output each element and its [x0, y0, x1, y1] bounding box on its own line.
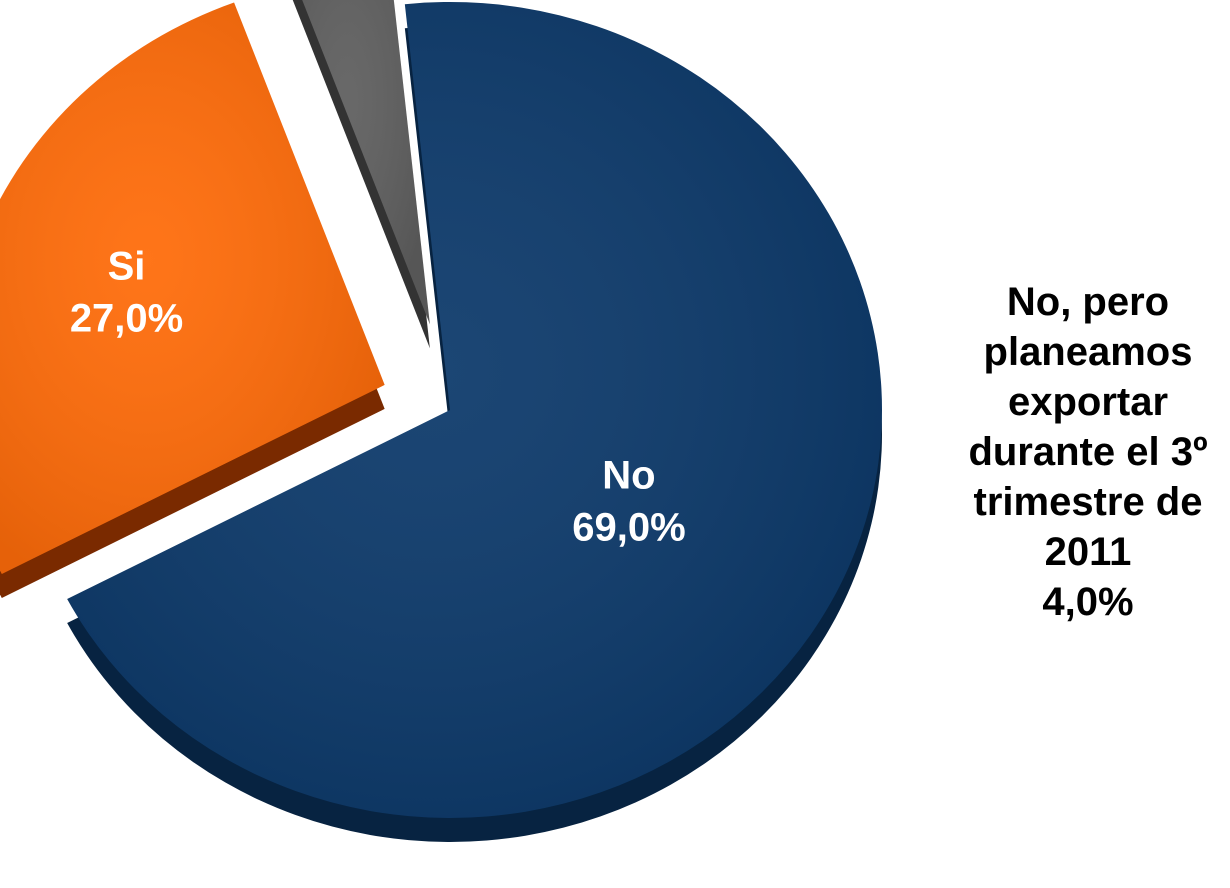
pie-slice-no-pero-planeamos-export-shading — [302, 0, 430, 325]
pie-slice-si-label: Si 27,0% — [70, 244, 183, 340]
pie-labels: No 69,0% Si 27,0% No, pero planeamos exportar d… — [70, 244, 1208, 624]
pie-slice-no-label-line: No — [602, 454, 655, 498]
pie-slice-no-shading — [67, 1, 882, 819]
pie-slices — [0, 0, 882, 819]
pie-slice-no-pero-planeamos-export-label-line: planeamos — [984, 330, 1193, 374]
pie-slice-no-pero-planeamos-export-label-line: No, pero — [1007, 280, 1169, 324]
pie-slice-no-pero-planeamos-export-label-line: exportar — [1008, 380, 1168, 424]
pie-slice-no-label: No 69,0% — [572, 454, 685, 550]
pie-slice-no-pero-planeamos-export-label-line: durante el 3º — [968, 430, 1207, 474]
pie-slice-si-shading — [0, 2, 385, 574]
pie-slice-no-pero-planeamos-export-value: 4,0% — [1042, 580, 1133, 624]
pie-slice-no-pero-planeamos-export-label: No, pero planeamos exportar durante el 3º tr… — [968, 280, 1207, 624]
pie-slice-no-pero-planeamos-export-label-line: trimestre de — [974, 480, 1203, 524]
pie-slice-no-value: 69,0% — [572, 506, 685, 550]
pie-slice-no-pero-planeamos-export-label-line: 2011 — [1045, 530, 1132, 574]
pie-slice-si-value: 27,0% — [70, 296, 183, 340]
pie-slice-si-label-line: Si — [108, 244, 146, 288]
